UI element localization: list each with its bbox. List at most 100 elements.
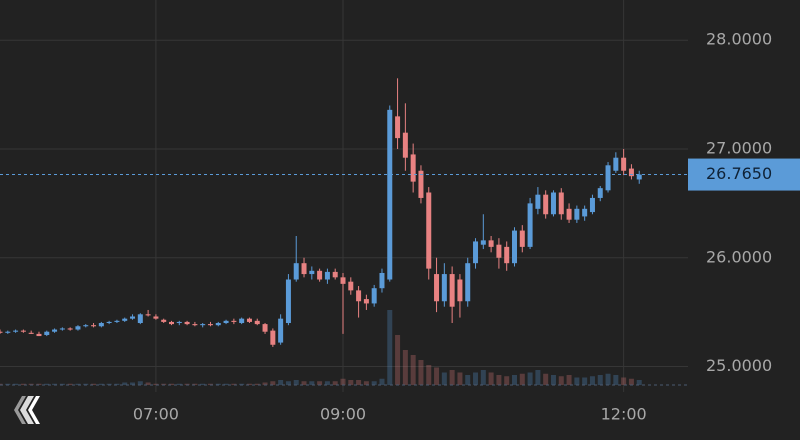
volume-bar <box>574 377 580 385</box>
volume-bar <box>449 370 455 385</box>
logo <box>14 396 40 424</box>
candle-body <box>145 314 151 316</box>
y-tick-label: 26.0000 <box>706 247 772 266</box>
last-price-label: 26.7650 <box>706 164 772 183</box>
volume-bar <box>527 372 533 385</box>
volume-bar <box>285 381 291 385</box>
volume-bar <box>426 365 432 385</box>
volume-bar <box>566 375 572 385</box>
candle-body <box>59 328 65 330</box>
volume-bar <box>402 350 408 385</box>
candle-body <box>67 328 73 330</box>
last-price-box <box>688 158 800 191</box>
candle-body <box>262 324 268 332</box>
candle-body <box>192 324 198 326</box>
volume-bar <box>239 383 245 385</box>
volume-bar <box>36 383 42 385</box>
candle-body <box>519 230 525 247</box>
candle-body <box>153 316 159 319</box>
volume-bar <box>293 380 299 385</box>
logo-part <box>20 396 34 424</box>
volume-bar <box>543 373 549 385</box>
candle-body <box>535 194 541 209</box>
candle-body <box>317 270 323 280</box>
candle-body <box>340 277 346 284</box>
volume-bar <box>340 378 346 385</box>
volume-bar <box>441 372 447 385</box>
volume-bar <box>621 377 627 385</box>
candle-body <box>395 116 401 139</box>
volume-bar <box>356 380 362 385</box>
volume-bar <box>13 383 19 385</box>
volume-bar <box>535 370 541 385</box>
x-tick-label: 07:00 <box>133 405 179 424</box>
volume-bar <box>223 383 229 385</box>
candle-body <box>379 272 385 289</box>
volume-bar <box>348 380 354 385</box>
volume-bar <box>371 381 377 385</box>
volume-bar <box>395 335 401 385</box>
candle-body <box>356 290 362 302</box>
candle-body <box>5 331 11 333</box>
volume-bar <box>145 382 151 385</box>
volume-bar <box>28 383 34 385</box>
candle-body <box>566 208 572 220</box>
volume-bar <box>582 377 588 385</box>
candle-body <box>363 299 369 304</box>
candle-body <box>254 320 260 325</box>
volume-layer <box>0 310 642 385</box>
candle-body <box>636 174 642 180</box>
candle-body <box>98 323 104 327</box>
volume-bar <box>550 375 556 385</box>
volume-bar <box>59 383 65 385</box>
volume-bar <box>153 383 159 385</box>
volume-bar <box>91 383 97 385</box>
candle-body <box>613 157 619 171</box>
candle-body <box>558 192 564 215</box>
volume-bar <box>387 310 393 385</box>
candle-body <box>449 274 455 307</box>
candle-body <box>387 109 393 280</box>
x-tick-label: 09:00 <box>320 405 366 424</box>
candle-body <box>480 240 486 245</box>
candle-body <box>106 321 112 324</box>
volume-bar <box>301 381 307 385</box>
volume-bar <box>519 373 525 385</box>
candle-body <box>426 192 432 269</box>
candle-body <box>223 320 229 324</box>
volume-bar <box>215 383 221 385</box>
volume-bar <box>512 375 517 385</box>
volume-bar <box>270 381 276 385</box>
volume-bar <box>200 383 206 385</box>
candle-body <box>332 271 338 278</box>
candle-body <box>473 241 479 264</box>
logo-part <box>14 396 26 424</box>
volume-bar <box>122 382 128 385</box>
candle-body <box>200 324 206 326</box>
candle-body <box>457 279 463 302</box>
volume-bar <box>332 381 338 385</box>
candle-body <box>52 329 58 332</box>
candle-body <box>20 330 26 332</box>
candle-body <box>207 324 213 326</box>
candle-body <box>527 203 533 247</box>
grid <box>0 0 688 392</box>
volume-bar <box>137 381 143 385</box>
volume-bar <box>457 372 463 385</box>
candle-body <box>184 321 190 325</box>
candle-body <box>278 318 284 343</box>
candle-body <box>434 274 440 302</box>
volume-bar <box>418 360 424 385</box>
volume-bar <box>207 383 213 385</box>
candle-body <box>130 316 136 319</box>
candle-body <box>246 318 252 322</box>
candle-body <box>44 331 50 335</box>
volume-bar <box>434 367 440 385</box>
candle-body <box>496 244 502 258</box>
candle-body <box>0 331 3 333</box>
candle-body <box>301 263 307 275</box>
volume-bar <box>363 381 369 385</box>
volume-bar <box>379 378 385 385</box>
volume-bar <box>44 383 50 385</box>
candle-body <box>231 320 237 322</box>
